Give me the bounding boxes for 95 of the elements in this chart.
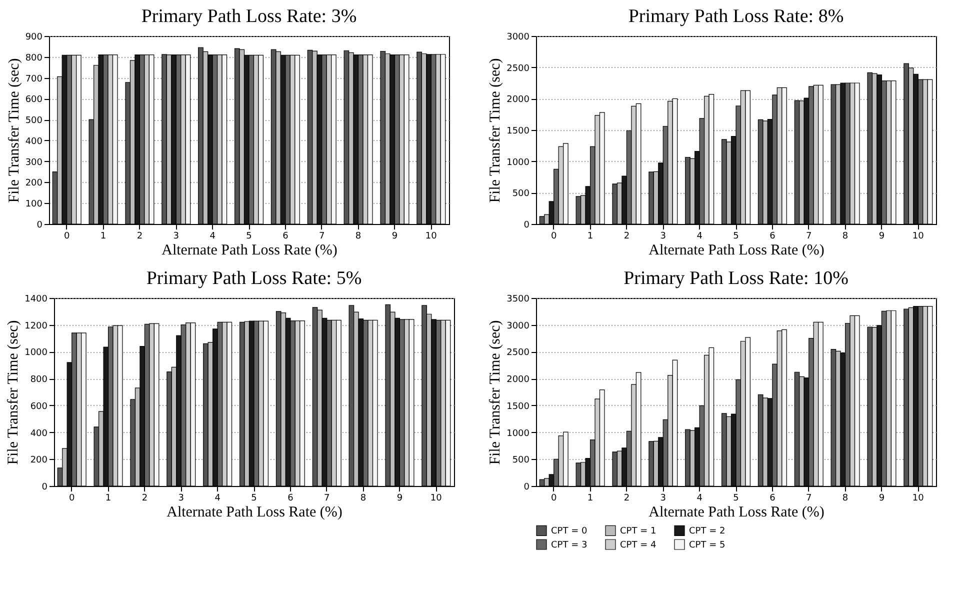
x-tick-label: 2 <box>624 494 630 504</box>
x-tick-label: 8 <box>360 494 366 504</box>
x-tick-label: 1 <box>587 494 594 504</box>
x-tick-label: 7 <box>806 494 812 504</box>
y-tick-label: 500 <box>512 456 530 466</box>
y-tick-label: 300 <box>25 158 43 168</box>
x-tick-label: 6 <box>282 232 289 242</box>
y-tick-label: 500 <box>512 189 530 200</box>
x-axis-title: Alternate Path Loss Rate (%) <box>648 242 824 258</box>
x-axis-title: Alternate Path Loss Rate (%) <box>162 242 338 258</box>
x-axis-title: Alternate Path Loss Rate (%) <box>166 504 342 520</box>
chart-title: Primary Path Loss Rate: 5% <box>146 268 362 289</box>
x-tick-label: 5 <box>733 494 739 504</box>
y-tick-label: 1000 <box>24 348 48 358</box>
x-axis-title: Alternate Path Loss Rate (%) <box>648 504 824 520</box>
x-tick-label: 2 <box>624 232 630 242</box>
x-tick-label: 2 <box>136 232 143 242</box>
y-tick-label: 900 <box>25 32 43 42</box>
y-tick-label: 600 <box>30 402 48 412</box>
y-axis-title: File Transfer Time (sec) <box>6 58 22 203</box>
x-tick-label: 1 <box>587 232 594 242</box>
x-tick-label: 5 <box>733 232 739 242</box>
y-tick-label: 1400 <box>24 294 48 304</box>
y-tick-label: 2000 <box>506 95 530 106</box>
x-tick-label: 0 <box>64 232 70 242</box>
y-tick-label: 0 <box>524 220 530 230</box>
y-axis-title: File Transfer Time (sec) <box>488 58 504 203</box>
x-tick-label: 3 <box>660 232 666 242</box>
y-tick-label: 1500 <box>506 402 530 412</box>
legend-label: CPT = 5 <box>689 540 726 550</box>
y-tick-label: 3000 <box>506 321 530 332</box>
x-tick-label: 8 <box>842 494 848 504</box>
y-tick-label: 200 <box>25 178 43 189</box>
legend-label: CPT = 2 <box>689 526 726 537</box>
x-tick-label: 9 <box>878 232 885 242</box>
y-tick-label: 3500 <box>506 294 530 304</box>
x-tick-label: 4 <box>696 232 703 242</box>
x-tick-label: 9 <box>396 494 403 504</box>
y-axis-title: File Transfer Time (sec) <box>488 320 504 465</box>
y-tick-label: 1000 <box>506 428 530 439</box>
y-tick-label: 2500 <box>506 64 530 74</box>
y-tick-label: 1500 <box>506 126 530 136</box>
x-tick-label: 1 <box>100 232 106 242</box>
x-tick-label: 7 <box>318 232 325 242</box>
x-tick-label: 10 <box>430 494 442 504</box>
y-tick-label: 700 <box>25 74 43 84</box>
x-tick-label: 5 <box>251 494 257 504</box>
y-tick-label: 200 <box>30 456 48 466</box>
x-tick-label: 10 <box>425 232 438 242</box>
chart-title: Primary Path Loss Rate: 10% <box>624 268 849 289</box>
x-tick-label: 6 <box>288 494 294 504</box>
x-tick-label: 3 <box>173 232 180 242</box>
x-tick-label: 10 <box>912 232 924 242</box>
x-tick-label: 4 <box>696 494 703 504</box>
y-tick-label: 0 <box>36 220 43 230</box>
x-tick-label: 0 <box>550 232 557 242</box>
legend-label: CPT = 4 <box>620 540 656 550</box>
x-tick-label: 7 <box>806 232 812 242</box>
chart-title: Primary Path Loss Rate: 3% <box>141 6 357 27</box>
x-tick-label: 0 <box>550 494 557 504</box>
x-tick-label: 9 <box>878 494 885 504</box>
x-tick-label: 6 <box>770 494 776 504</box>
x-tick-label: 5 <box>246 232 252 242</box>
x-tick-label: 10 <box>912 494 924 504</box>
y-tick-label: 800 <box>25 53 43 64</box>
x-tick-label: 3 <box>178 494 184 504</box>
x-tick-label: 7 <box>324 494 330 504</box>
y-tick-label: 2500 <box>506 348 530 358</box>
x-tick-label: 8 <box>842 232 848 242</box>
y-tick-label: 2000 <box>506 375 530 386</box>
x-tick-label: 4 <box>214 494 221 504</box>
y-tick-label: 600 <box>25 95 43 106</box>
y-tick-label: 400 <box>25 136 43 147</box>
legend-label: CPT = 1 <box>620 526 656 537</box>
x-tick-label: 4 <box>210 232 216 242</box>
y-tick-label: 100 <box>25 200 43 210</box>
x-tick-label: 0 <box>68 494 75 504</box>
y-axis-title: File Transfer Time (sec) <box>6 320 22 465</box>
y-tick-label: 1200 <box>24 321 48 332</box>
y-tick-label: 3000 <box>506 32 530 42</box>
y-tick-label: 0 <box>42 482 48 492</box>
y-tick-label: 0 <box>524 482 530 492</box>
y-tick-label: 500 <box>25 116 43 126</box>
x-tick-label: 3 <box>660 494 666 504</box>
x-tick-label: 9 <box>392 232 398 242</box>
legend-label: CPT = 3 <box>551 540 588 550</box>
x-tick-label: 6 <box>770 232 776 242</box>
x-tick-label: 2 <box>142 494 148 504</box>
legend-label: CPT = 0 <box>551 526 588 537</box>
x-tick-label: 8 <box>355 232 362 242</box>
chart-title: Primary Path Loss Rate: 8% <box>628 6 844 27</box>
y-tick-label: 1000 <box>506 158 530 168</box>
x-tick-label: 1 <box>105 494 112 504</box>
y-tick-label: 400 <box>30 428 48 439</box>
y-tick-label: 800 <box>30 375 48 386</box>
